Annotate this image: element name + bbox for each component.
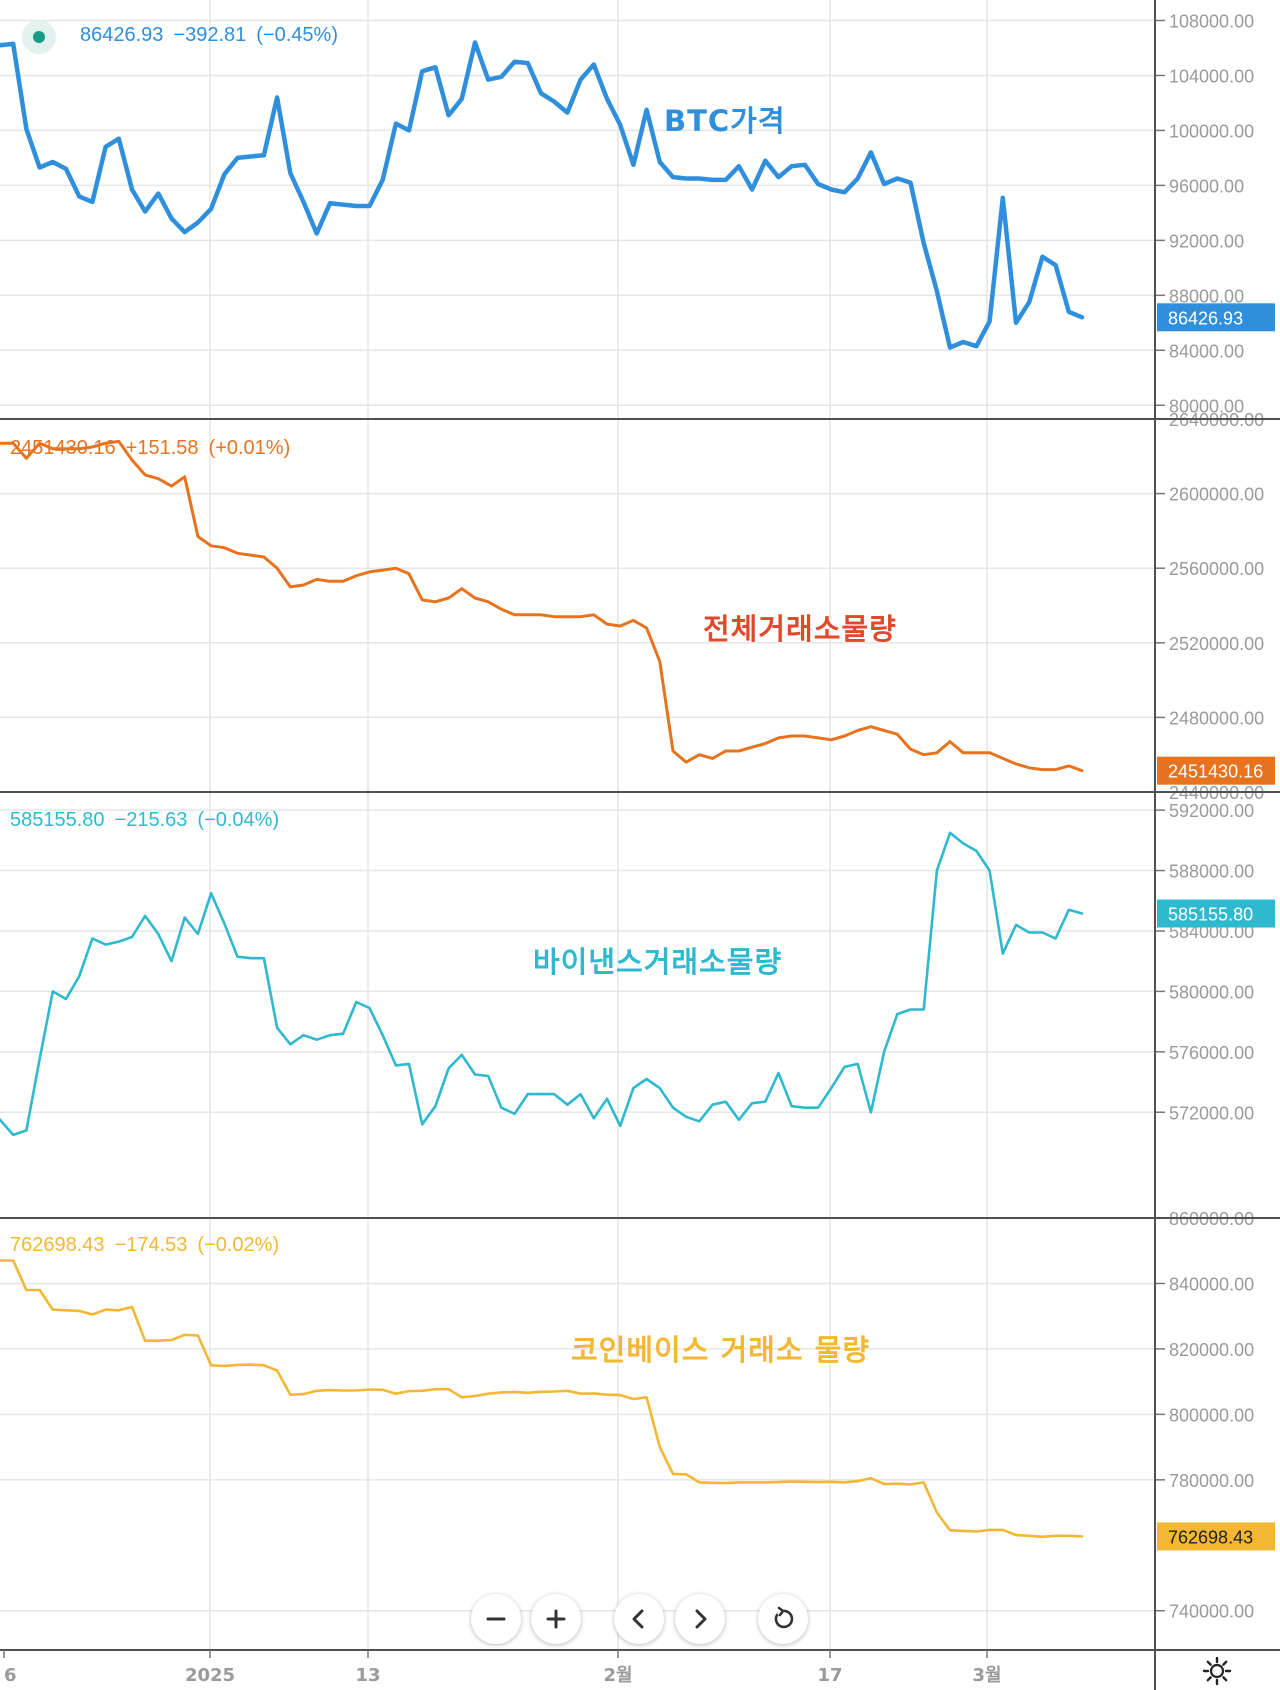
minus-icon [486, 1617, 506, 1621]
settings-gear-icon[interactable] [1202, 1656, 1232, 1686]
y-tick-label: 2600000.00 [1169, 485, 1264, 505]
coinbase-legend: 762698.43 −174.53 (−0.02%) [10, 1234, 289, 1257]
binance-last-value-label: 585155.80 [1168, 905, 1253, 925]
chart-navigation [0, 1594, 1280, 1646]
y-tick-label: 88000.00 [1169, 286, 1244, 306]
coinbase-last-value-tag [1157, 1522, 1275, 1551]
zoom-in-button[interactable] [531, 1594, 581, 1644]
y-tick-label: 108000.00 [1169, 11, 1254, 31]
chevron-left-icon [632, 1609, 644, 1629]
y-tick-label: 820000.00 [1169, 1340, 1254, 1360]
y-tick-label: 800000.00 [1169, 1405, 1254, 1425]
btc-last-value-label: 86426.93 [1168, 308, 1243, 328]
x-tick-label: 2025 [185, 1665, 235, 1686]
y-tick-label: 2480000.00 [1169, 708, 1264, 728]
btc-series-line [0, 40, 1085, 350]
scroll-right-button[interactable] [675, 1594, 725, 1644]
y-tick-label: 840000.00 [1169, 1274, 1254, 1294]
y-tick-label: 592000.00 [1169, 801, 1254, 821]
x-tick-label: 13 [355, 1665, 380, 1686]
total-last-value-tag [1157, 756, 1275, 785]
total-legend-value: 2451430.16 [10, 437, 116, 459]
total-annotation: 전체거래소물량 [703, 612, 897, 646]
total-legend: 2451430.16 +151.58 (+0.01%) [10, 437, 300, 460]
btc-legend-value: 86426.93 [80, 24, 164, 46]
y-tick-label: 104000.00 [1169, 66, 1254, 86]
reset-chart-button[interactable] [758, 1594, 808, 1644]
coinbase-annotation: 코인베이스 거래소 물량 [571, 1333, 870, 1367]
zoom-out-button[interactable] [471, 1594, 521, 1644]
y-tick-label: 2520000.00 [1169, 634, 1264, 654]
y-tick-label: 80000.00 [1169, 396, 1244, 416]
binance-legend: 585155.80 −215.63 (−0.04%) [10, 809, 289, 832]
x-tick-label: 17 [817, 1665, 842, 1686]
btc-legend-change: −392.81 [173, 24, 247, 46]
coinbase-series-line [0, 1259, 1084, 1539]
x-tick-label: 2월 [603, 1665, 632, 1686]
y-tick-label: 780000.00 [1169, 1471, 1254, 1491]
total-legend-change: +151.58 [125, 437, 199, 459]
y-tick-label: 100000.00 [1169, 121, 1254, 141]
chevron-right-icon [695, 1609, 707, 1629]
reset-icon [774, 1606, 794, 1629]
binance-annotation: 바이낸스거래소물량 [533, 945, 783, 979]
x-tick-label: 6 [4, 1665, 17, 1686]
y-tick-label: 576000.00 [1169, 1043, 1254, 1063]
btc-last-value-tag [1157, 303, 1275, 332]
binance-legend-value: 585155.80 [10, 809, 105, 831]
btc-legend: 86426.93 −392.81 (−0.45%) [80, 24, 348, 47]
y-tick-label: 588000.00 [1169, 862, 1254, 882]
scroll-left-button[interactable] [614, 1594, 664, 1644]
y-tick-label: 740000.00 [1169, 1602, 1254, 1622]
y-tick-label: 92000.00 [1169, 231, 1244, 251]
x-tick-label: 3월 [972, 1665, 1001, 1686]
total-legend-pct: (+0.01%) [208, 437, 291, 459]
y-tick-label: 96000.00 [1169, 176, 1244, 196]
btc-annotation: BTC가격 [664, 104, 786, 138]
binance-legend-pct: (−0.04%) [197, 809, 280, 831]
y-tick-label: 572000.00 [1169, 1103, 1254, 1123]
coinbase-legend-pct: (−0.02%) [197, 1234, 280, 1256]
coinbase-legend-change: −174.53 [114, 1234, 188, 1256]
total-last-value-label: 2451430.16 [1168, 762, 1263, 782]
coinbase-legend-value: 762698.43 [10, 1234, 105, 1256]
btc-status-dot-icon [22, 20, 56, 54]
y-tick-label: 84000.00 [1169, 341, 1244, 361]
y-tick-label: 2560000.00 [1169, 559, 1264, 579]
btc-legend-pct: (−0.45%) [256, 24, 338, 46]
total-series-line [0, 439, 1084, 773]
binance-series-line [0, 831, 1084, 1137]
y-tick-label: 580000.00 [1169, 982, 1254, 1002]
binance-last-value-tag [1157, 899, 1275, 928]
plus-icon [546, 1609, 566, 1629]
coinbase-last-value-label: 762698.43 [1168, 1527, 1253, 1547]
binance-legend-change: −215.63 [114, 809, 188, 831]
